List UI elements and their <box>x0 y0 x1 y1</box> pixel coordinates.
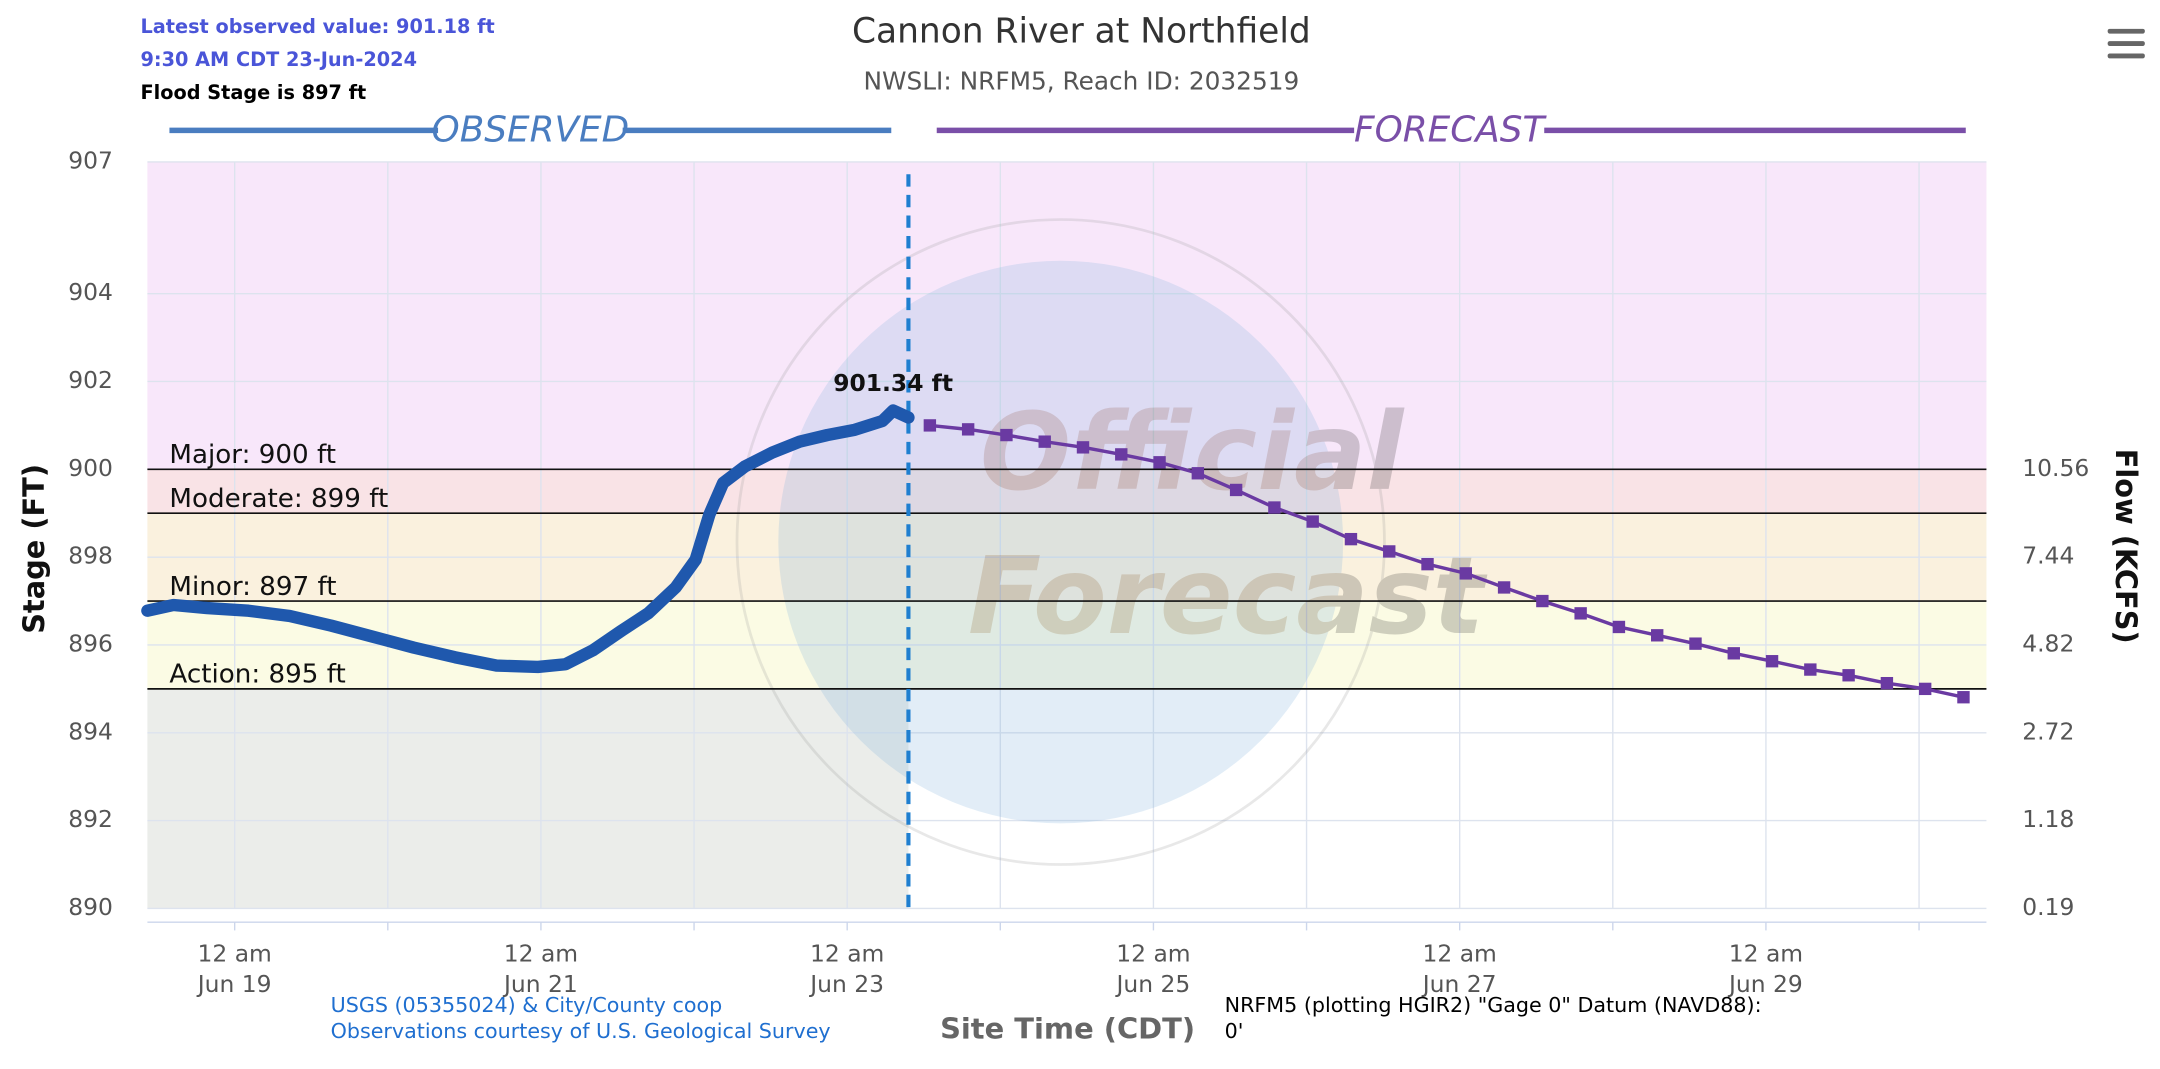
forecast-point <box>1689 637 1702 650</box>
flood-zone <box>147 469 1987 514</box>
forecast-line: Forecast <box>928 423 1966 699</box>
menu-button[interactable] <box>2102 25 2149 66</box>
datum-note: NRFM5 (plotting HGIR2) "Gage 0" Datum (N… <box>1225 993 1762 1017</box>
chart-title: Cannon River at Northfield <box>852 11 1311 51</box>
forecast-point <box>1612 620 1626 634</box>
forecast-point <box>1880 676 1894 690</box>
y2-tick-label: 10.56 <box>2022 454 2089 482</box>
forecast-point <box>961 423 975 436</box>
threshold-label: Moderate: 899 ft <box>169 484 388 514</box>
latest-time: 9:30 AM CDT 23-Jun-2024 <box>141 48 417 71</box>
y-tick-label: 904 <box>68 278 113 306</box>
chart-subtitle: NWSLI: NRFM5, Reach ID: 2032519 <box>863 66 1299 95</box>
credit: USGS (05355024) & City/County coop <box>331 993 723 1017</box>
forecast-point <box>1000 428 1013 442</box>
forecast-point <box>1957 691 1970 704</box>
forecast-point <box>1268 501 1281 514</box>
forecast-point <box>1038 435 1051 448</box>
forecast-point <box>1421 557 1434 571</box>
y2-tick-label: 0.19 <box>2022 893 2074 921</box>
threshold-label: Major: 900 ft <box>169 440 336 470</box>
y-axis-label: Stage (FT) <box>17 464 51 634</box>
watermark-logo <box>778 260 1344 824</box>
watermark-text: Official <box>980 390 1405 515</box>
forecast-point <box>1804 663 1817 676</box>
y-tick-label: 900 <box>68 454 113 482</box>
x-tick-label: Jun 27 <box>1421 970 1497 998</box>
y-tick-label: 892 <box>68 805 113 833</box>
watermark-ring <box>735 218 1386 866</box>
forecast-point <box>1918 682 1932 696</box>
watermark: Official Forecast <box>735 218 1488 866</box>
y-tick-label: 896 <box>68 629 113 657</box>
x-tick-label: Jun 23 <box>808 970 884 998</box>
y2-tick-label: 1.18 <box>2022 805 2074 833</box>
y-tick-label: 902 <box>68 366 113 394</box>
threshold-label: Action: 895 ft <box>169 660 345 690</box>
menu-bar <box>2107 53 2145 59</box>
menu-bar <box>2107 28 2145 34</box>
forecast-point <box>1574 607 1587 620</box>
forecast-point <box>1459 567 1473 580</box>
peak-label: 901.34 ft <box>833 369 953 397</box>
x-tick-label: Jun 19 <box>196 970 272 998</box>
y-tick-label: 898 <box>68 542 113 570</box>
forecast-point <box>1497 581 1511 594</box>
x-axis-label: Site Time (CDT) <box>940 1012 1195 1046</box>
observed-line: Observed <box>141 404 915 674</box>
x-tick-label: Jun 29 <box>1727 970 1803 998</box>
forecast-point <box>1536 594 1549 608</box>
y-tick-label: 907 <box>68 146 113 174</box>
flood-stage: Flood Stage is 897 ft <box>141 81 367 104</box>
forecast-point <box>1153 456 1166 469</box>
observed-shade <box>147 688 909 909</box>
credit: Observations courtesy of U.S. Geological… <box>331 1019 831 1043</box>
y2-tick-label: 7.44 <box>2022 542 2074 570</box>
y-tick-label: 890 <box>68 893 113 921</box>
y2-tick-label: 4.82 <box>2022 629 2074 657</box>
forecast-point <box>1344 532 1358 546</box>
threshold-label: Minor: 897 ft <box>169 572 336 602</box>
forecast-point <box>1076 441 1090 454</box>
x-tick-label: 12 am <box>1729 940 1803 968</box>
forecast-point <box>1765 655 1779 668</box>
x-tick-label: 12 am <box>1116 940 1190 968</box>
plot: 890 892 894 896 898 900 902 904 907 0.19 1.18 2.72 4… <box>68 146 2089 997</box>
x-tick-label: 12 am <box>504 940 578 968</box>
forecast-point <box>1383 545 1396 558</box>
forecast-point <box>1191 467 1205 480</box>
forecast-point <box>1115 448 1128 461</box>
background <box>147 161 1987 910</box>
x-tick-label: 12 am <box>1422 940 1496 968</box>
latest-value: Latest observed value: 901.18 ft <box>141 15 495 38</box>
y-tick-label: 894 <box>68 717 113 745</box>
flood-zone <box>147 161 1987 470</box>
observed-label: OBSERVED <box>432 110 630 151</box>
y2-tick-label: 2.72 <box>2022 717 2074 745</box>
forecast-point <box>1727 647 1740 660</box>
forecast-point <box>923 419 937 432</box>
datum-note: 0' <box>1225 1019 1244 1043</box>
y2-axis-label: Flow (KCFS) <box>2109 449 2143 644</box>
forecast-label: FORECAST <box>1354 110 1548 151</box>
x-tick-label: 12 am <box>197 940 271 968</box>
watermark-text: Forecast <box>968 534 1488 659</box>
x-tick-label: Jun 25 <box>1115 970 1191 998</box>
forecast-point <box>1229 483 1243 497</box>
x-tick-label: 12 am <box>810 940 884 968</box>
menu-bar <box>2107 41 2145 46</box>
forecast-point <box>1842 669 1855 682</box>
x-tick-label: Jun 21 <box>502 970 578 998</box>
forecast-point <box>1651 629 1664 642</box>
forecast-point <box>1306 515 1319 528</box>
